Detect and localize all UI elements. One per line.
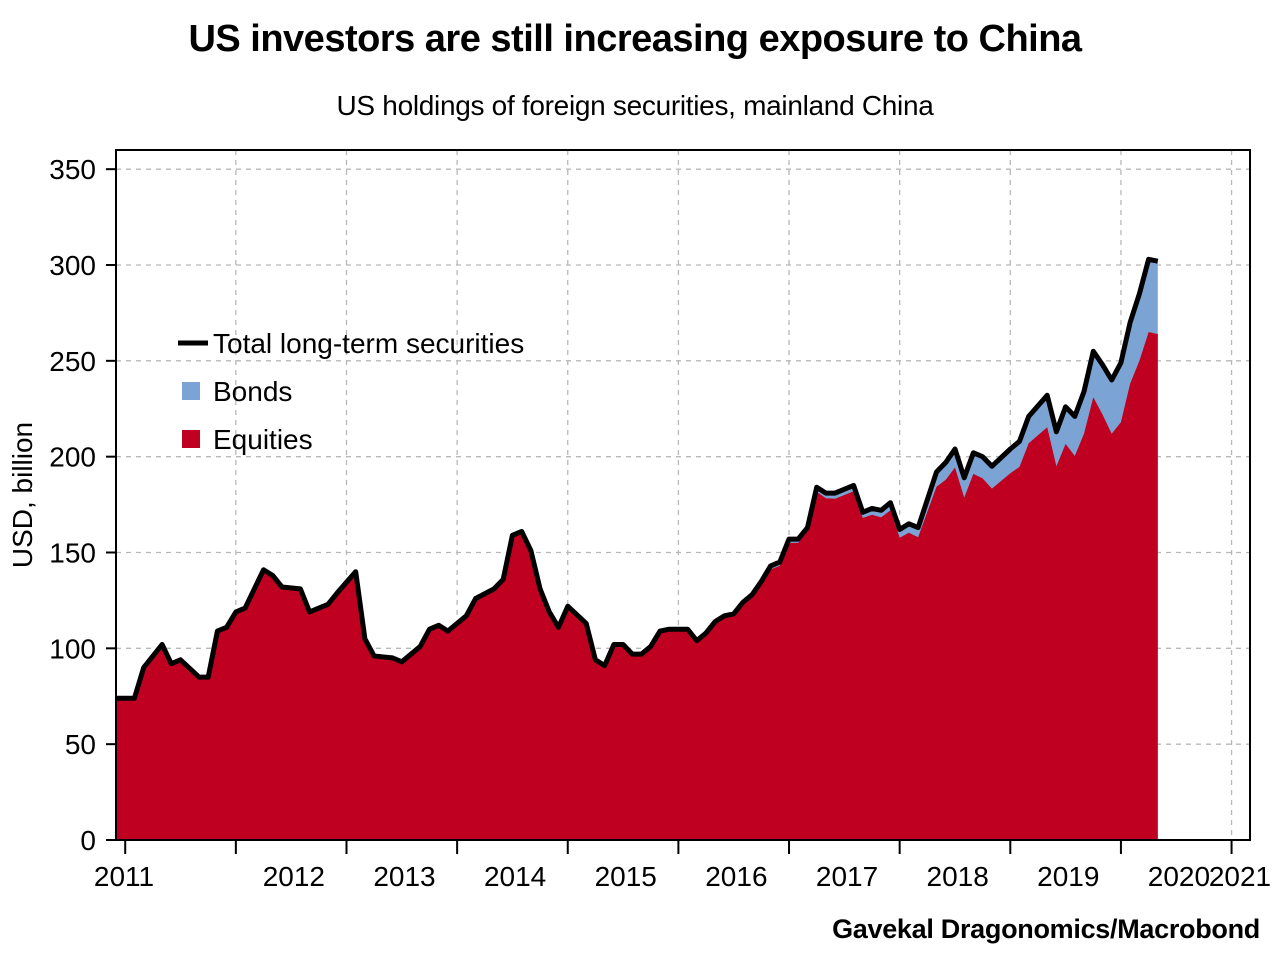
legend-bonds-label: Bonds (213, 376, 292, 407)
y-tick-label: 250 (49, 346, 96, 377)
total-line (116, 256, 1159, 701)
y-tick-label: 0 (80, 825, 96, 856)
y-tick-label: 100 (49, 633, 96, 664)
x-tick-label: 2012 (263, 861, 325, 892)
y-tick-label: 350 (49, 154, 96, 185)
y-axis-label: USD, billion (7, 422, 38, 568)
chart-title: US investors are still increasing exposu… (188, 18, 1082, 60)
x-tick-label: 2016 (705, 861, 767, 892)
y-tick-label: 150 (49, 538, 96, 569)
chart-subtitle: US holdings of foreign securities, mainl… (336, 90, 934, 121)
y-tick-label: 50 (65, 729, 96, 760)
chart-source: Gavekal Dragonomics/Macrobond (832, 914, 1260, 944)
x-tick-label: 2020 (1148, 861, 1210, 892)
x-tick-label: 2017 (816, 861, 878, 892)
x-tick-label: 2013 (373, 861, 435, 892)
x-tick-label: 2018 (927, 861, 989, 892)
legend-total-label: Total long-term securities (213, 328, 524, 359)
x-tick-label: 2011 (94, 861, 154, 892)
y-tick-label: 200 (49, 442, 96, 473)
plot-frame (115, 149, 1251, 841)
legend-equities-label: Equities (213, 424, 313, 455)
x-tick-label: 2014 (484, 861, 546, 892)
x-tick-label: 2015 (595, 861, 657, 892)
x-tick-label: 2021 (1209, 861, 1271, 892)
legend-equities-swatch (182, 430, 200, 448)
y-tick-label: 300 (49, 250, 96, 281)
equities-area (116, 332, 1158, 840)
legend-bonds-swatch (182, 382, 200, 400)
x-tick-label: 2019 (1037, 861, 1099, 892)
